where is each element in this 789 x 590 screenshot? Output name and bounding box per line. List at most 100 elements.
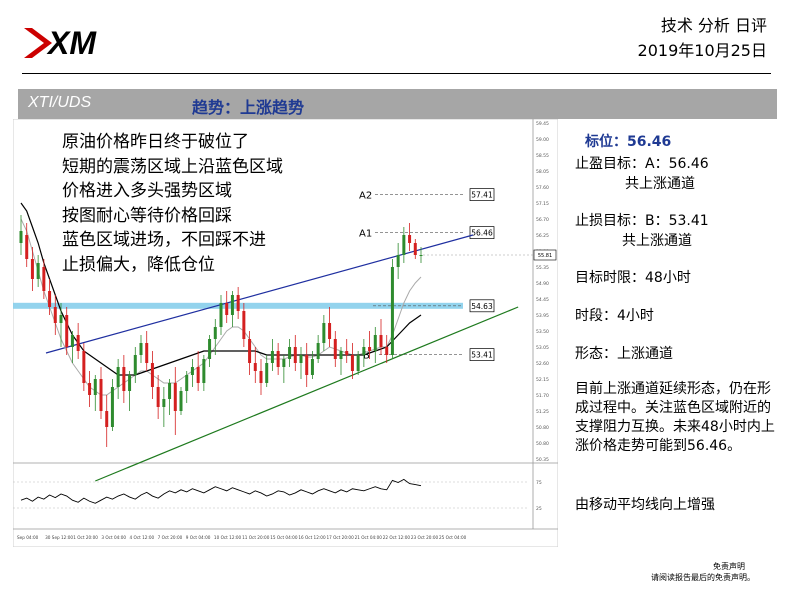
level-label: A1 <box>359 229 372 240</box>
level-tag-box <box>469 226 495 239</box>
price-tick-label: 58.05 <box>536 169 549 175</box>
candle-body <box>88 383 92 395</box>
commentary-line: 短期的震荡区域上沿蓝色区域 <box>62 156 283 177</box>
time-tick-label: 23 Oct 20:00 <box>411 535 439 540</box>
candle-body <box>242 311 246 339</box>
level-label: A2 <box>359 191 372 202</box>
osc-tick-label: 75 <box>536 480 542 486</box>
price-tick-label: 59.45 <box>536 121 549 127</box>
candle-body <box>322 323 326 343</box>
price-tick-label: 58.55 <box>536 153 549 159</box>
price-tick-label: 53.50 <box>536 329 549 335</box>
xm-logo: XM <box>24 25 97 61</box>
commentary-line: 价格进入多头强势区域 <box>62 181 232 201</box>
candle-body <box>105 411 109 427</box>
level-tag-box <box>469 299 495 313</box>
level-tag-box <box>469 188 495 201</box>
time-tick-label: 3 Oct 04:00 <box>101 535 126 540</box>
candle-body <box>270 351 274 363</box>
candle-body <box>362 347 366 355</box>
channel-lower-line <box>95 306 519 482</box>
candle-body <box>128 375 132 391</box>
candle-body <box>25 235 29 259</box>
title-bar: XTI/UDS 趋势：上涨趋势 <box>18 89 777 119</box>
time-tick-label: 15 Oct 04:00 <box>270 535 298 540</box>
candle-body <box>65 315 69 347</box>
candle-body <box>82 351 86 383</box>
candle-body <box>213 327 217 339</box>
candle-body <box>116 367 120 387</box>
candle-body <box>385 347 389 355</box>
candle-body <box>196 367 200 383</box>
candle-body <box>110 387 114 427</box>
candle-body <box>145 343 149 363</box>
candle-body <box>190 367 194 375</box>
candle-body <box>99 379 103 411</box>
stop-loss-sub: 共上涨通道 <box>622 233 692 249</box>
candle-body <box>139 343 143 355</box>
chart-frame <box>13 119 558 547</box>
candle-body <box>419 255 423 256</box>
report-type: 技术 分析 日评 <box>660 16 767 35</box>
candle-body <box>402 235 406 255</box>
time-tick-label: 16 Oct 12:00 <box>298 535 326 540</box>
candle-body <box>356 355 360 371</box>
channel-upper-line <box>45 234 474 354</box>
candle-body <box>179 391 183 411</box>
oscillator-line <box>20 478 422 504</box>
time-tick-label: 25 Oct 04:00 <box>439 535 467 540</box>
level-tag: 54.63 <box>471 302 493 311</box>
time-tick-label: 22 Oct 12:00 <box>383 535 411 540</box>
time-limit: 目标时限：48小时 <box>575 270 691 286</box>
target-price: 标位：56.46 <box>585 134 672 150</box>
price-tick-label: 52.15 <box>536 377 549 383</box>
price-tick-label: 50.80 <box>536 441 549 447</box>
conclusion: 由移动平均线向上增强 <box>575 497 715 513</box>
disclaimer-title: 免责声明 <box>713 562 745 571</box>
price-tick-label: 50.80 <box>536 425 549 431</box>
candle-body <box>168 383 172 399</box>
candle-body <box>248 339 252 363</box>
candle-body <box>236 295 240 311</box>
candle-body <box>150 363 154 387</box>
level-tag: 56.46 <box>471 229 493 238</box>
candle-body <box>328 323 332 339</box>
candle-body <box>230 295 234 315</box>
take-profit-sub: 共上涨通道 <box>625 176 695 192</box>
candle-body <box>36 263 40 279</box>
price-tick-label: 52.60 <box>536 361 549 367</box>
candle-body <box>225 303 229 315</box>
report-date: 2019年10月25日 <box>637 41 767 60</box>
commentary-line: 按图耐心等待价格回踩 <box>62 205 232 226</box>
logo-text: XM <box>46 25 97 61</box>
price-tick-label: 51.70 <box>536 393 549 399</box>
time-tick-label: 10 Oct 12:00 <box>214 535 242 540</box>
price-tick-label: 51.25 <box>536 409 549 415</box>
trend-label: 趋势：上涨趋势 <box>192 98 305 117</box>
osc-tick-label: 25 <box>536 506 542 512</box>
price-tick-label: 54.90 <box>536 281 549 287</box>
candle-body <box>265 363 269 383</box>
candle-body <box>282 359 286 367</box>
candle-body <box>48 291 52 307</box>
price-tick-label: 55.35 <box>536 265 549 271</box>
candle-body <box>310 359 314 375</box>
price-chart: 59.45 59.00 58.55 58.05 57.60 57.15 56.70 56.25… <box>13 119 558 547</box>
ma-slow-line <box>20 202 422 376</box>
price-tick-label: 59.00 <box>536 137 549 143</box>
candle-body <box>396 255 400 267</box>
candle-body <box>408 235 412 243</box>
price-tick-label: 57.60 <box>536 185 549 191</box>
price-tick-label: 57.15 <box>536 201 549 207</box>
take-profit: 止盈目标：A：56.46 <box>575 156 709 172</box>
candle-body <box>390 267 394 355</box>
time-tick-label: 7 Oct 20:00 <box>158 535 183 540</box>
candle-body <box>133 355 137 375</box>
candle-body <box>59 315 63 323</box>
time-tick-label: 4 Oct 12:00 <box>130 535 155 540</box>
time-tick-label: 21 Oct 04:00 <box>355 535 383 540</box>
candle-body <box>219 303 223 327</box>
current-price-label: 55.81 <box>538 253 552 259</box>
analysis-text: 目前上涨通道延续形态，仍在形成过程中。关注蓝色区域附近的支撑阻力互换。未来48小… <box>575 381 775 454</box>
candle-body <box>293 347 297 363</box>
